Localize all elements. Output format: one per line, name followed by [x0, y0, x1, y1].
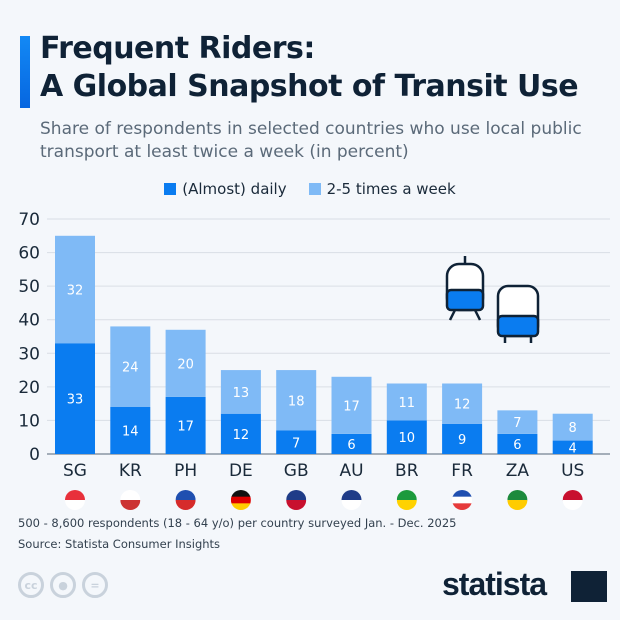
legend: (Almost) daily 2-5 times a week	[0, 180, 620, 198]
data-label: 24	[122, 361, 139, 376]
south-korea-flag-icon	[120, 490, 141, 510]
y-tick-label: 0	[29, 445, 40, 465]
bar-weekly-us	[552, 413, 593, 441]
y-tick-label: 20	[18, 378, 40, 398]
x-tick-label: AU	[339, 461, 363, 481]
bar-daily-de	[220, 413, 261, 454]
data-label: 7	[292, 436, 300, 451]
bar-weekly-ph	[165, 329, 206, 397]
survey-note: 500 - 8,600 respondents (18 - 64 y/o) pe…	[18, 516, 457, 530]
x-tick-label: ZA	[506, 461, 530, 481]
france-flag-icon	[452, 490, 473, 510]
south-africa-flag-icon	[507, 490, 528, 510]
tram-icon	[445, 256, 485, 321]
singapore-flag-icon	[65, 490, 85, 510]
data-label: 12	[233, 428, 250, 443]
bus-icon	[496, 284, 540, 343]
bar-daily-sg	[55, 343, 95, 454]
data-label: 12	[454, 398, 471, 413]
bar-daily-us	[552, 440, 593, 454]
x-tick-label: KR	[119, 461, 142, 481]
bar-daily-br	[386, 420, 427, 454]
bar-daily-au	[331, 433, 372, 454]
data-label: 9	[458, 433, 466, 448]
germany-flag-icon	[230, 490, 251, 510]
data-label: 8	[569, 421, 577, 436]
legend-item-weekly: 2-5 times a week	[308, 180, 456, 198]
x-tick-label: FR	[451, 461, 473, 481]
data-label: 4	[569, 441, 577, 456]
usa-flag-icon	[562, 490, 583, 510]
data-label: 17	[343, 399, 360, 414]
data-label: 11	[399, 396, 416, 411]
y-tick-label: 70	[18, 210, 40, 230]
data-label: 18	[288, 394, 305, 409]
data-label: 33	[67, 393, 84, 408]
source-note: Source: Statista Consumer Insights	[18, 537, 221, 551]
no-derivatives-icon: =	[82, 572, 108, 598]
data-label: 32	[67, 284, 84, 299]
x-tick-label: SG	[63, 461, 87, 481]
uk-flag-icon	[286, 490, 307, 510]
y-tick-label: 50	[18, 277, 40, 297]
title-line-1: Frequent Riders:	[40, 31, 315, 66]
x-tick-label: US	[561, 461, 584, 481]
bar-weekly-sg	[55, 235, 95, 344]
y-tick-label: 10	[18, 411, 40, 431]
bar-daily-za	[497, 433, 538, 454]
bar-weekly-gb	[276, 370, 317, 431]
legend-item-daily: (Almost) daily	[164, 180, 287, 198]
statista-logo-mark	[571, 571, 607, 602]
bar-weekly-de	[220, 370, 261, 414]
data-label: 14	[122, 425, 139, 440]
philippines-flag-icon	[175, 490, 196, 510]
bar-daily-ph	[165, 396, 206, 454]
page-title: Frequent Riders: A Global Snapshot of Tr…	[40, 30, 579, 106]
bar-daily-kr	[110, 407, 151, 454]
bar-weekly-fr	[442, 383, 483, 424]
title-line-2: A Global Snapshot of Transit Use	[40, 69, 579, 104]
x-tick-label: GB	[284, 461, 309, 481]
brazil-flag-icon	[396, 490, 417, 510]
y-tick-label: 60	[18, 244, 40, 264]
australia-flag-icon	[341, 490, 362, 510]
x-tick-label: BR	[395, 461, 419, 481]
statista-logo: statista	[442, 566, 547, 602]
data-label: 17	[177, 419, 194, 434]
data-label: 10	[399, 431, 416, 446]
y-tick-label: 30	[18, 344, 40, 364]
creative-commons-icon: cc	[18, 572, 44, 598]
data-label: 6	[513, 438, 521, 453]
bar-daily-gb	[276, 430, 317, 454]
bar-weekly-br	[386, 383, 427, 421]
data-label: 20	[177, 357, 194, 372]
bar-daily-fr	[442, 423, 483, 454]
bar-weekly-au	[331, 376, 372, 434]
attribution-icon: ●	[50, 572, 76, 598]
bar-weekly-kr	[110, 326, 151, 407]
subtitle: Share of respondents in selected countri…	[40, 119, 582, 162]
y-tick-label: 40	[18, 311, 40, 331]
bar-weekly-za	[497, 410, 538, 434]
x-tick-label: DE	[229, 461, 253, 481]
data-label: 6	[347, 438, 355, 453]
x-tick-label: PH	[174, 461, 197, 481]
title-accent-bar	[20, 36, 30, 108]
data-label: 7	[513, 416, 521, 431]
data-label: 13	[233, 386, 250, 401]
stacked-bar-chart: 0 10 20 30 40 50 60 70 33 32 SG 14 24 KR 17 20 PH 12 13 DE 7…	[18, 210, 610, 510]
